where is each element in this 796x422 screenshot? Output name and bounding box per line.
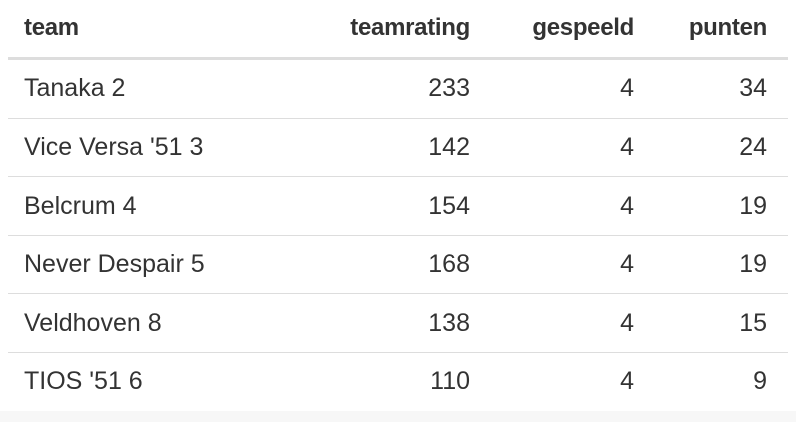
team-name: Never Despair 5: [24, 250, 205, 279]
cell-value: 168: [428, 250, 470, 279]
row-rule: [8, 352, 788, 353]
cell-value: 4: [620, 308, 634, 337]
team-name: Belcrum 4: [24, 191, 137, 220]
cell-value: 19: [739, 191, 767, 220]
column-header: team: [24, 14, 79, 41]
cell-value: 4: [620, 132, 634, 161]
team-name: Tanaka 2: [24, 74, 126, 103]
cell-value: 154: [428, 191, 470, 220]
table: team teamrating gespeeld punten Tanaka 2 233 4…: [8, 14, 788, 396]
cell-value: 9: [753, 367, 767, 396]
team-name: Vice Versa '51 3: [24, 132, 204, 161]
cell-value: 110: [430, 367, 470, 396]
cell-value: 4: [620, 250, 634, 279]
header-rule: [8, 57, 788, 60]
cell-value: 233: [428, 74, 470, 103]
cell-value: 34: [739, 74, 767, 103]
cell-value: 4: [620, 74, 634, 103]
cell-value: 4: [620, 367, 634, 396]
cell-value: 4: [620, 191, 634, 220]
column-header: punten: [688, 14, 767, 41]
team-name: TIOS '51 6: [24, 367, 143, 396]
column-header: gespeeld: [532, 14, 634, 41]
cell-value: 24: [739, 132, 767, 161]
row-rule: [8, 293, 788, 295]
cell-value: 138: [428, 308, 470, 337]
team-name: Veldhoven 8: [24, 308, 162, 337]
row-rule: [8, 117, 788, 119]
cell-value: 142: [428, 132, 470, 161]
cell-value: 15: [739, 308, 767, 337]
row-rule: [8, 176, 788, 178]
row-rule: [8, 234, 788, 236]
column-header: teamrating: [350, 14, 470, 41]
cell-value: 19: [739, 250, 767, 279]
